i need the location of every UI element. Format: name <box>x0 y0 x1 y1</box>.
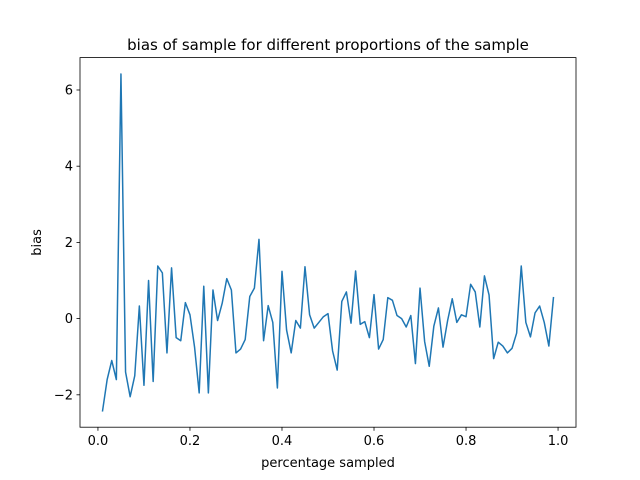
y-axis: −2 0 2 4 6 <box>54 83 80 403</box>
x-tick-label: 0.2 <box>180 434 201 449</box>
x-axis-label: percentage sampled <box>261 456 395 471</box>
y-axis-label: bias <box>30 229 45 256</box>
plot-area <box>101 73 555 412</box>
y-tick-label: 4 <box>65 160 73 175</box>
x-tick-label: 0.0 <box>88 434 109 449</box>
x-tick-label: 0.8 <box>456 434 477 449</box>
y-tick-label: 6 <box>65 83 73 98</box>
chart-title: bias of sample for different proportions… <box>127 36 529 54</box>
x-tick-label: 1.0 <box>548 434 569 449</box>
y-tick-label: 0 <box>65 312 73 327</box>
x-tick-label: 0.4 <box>272 434 293 449</box>
series-line-0 <box>101 73 555 412</box>
x-axis: 0.0 0.2 0.4 0.6 0.8 1.0 <box>88 427 569 449</box>
y-tick-label: −2 <box>54 388 73 403</box>
x-tick-label: 0.6 <box>364 434 385 449</box>
y-tick-label: 2 <box>65 236 73 251</box>
